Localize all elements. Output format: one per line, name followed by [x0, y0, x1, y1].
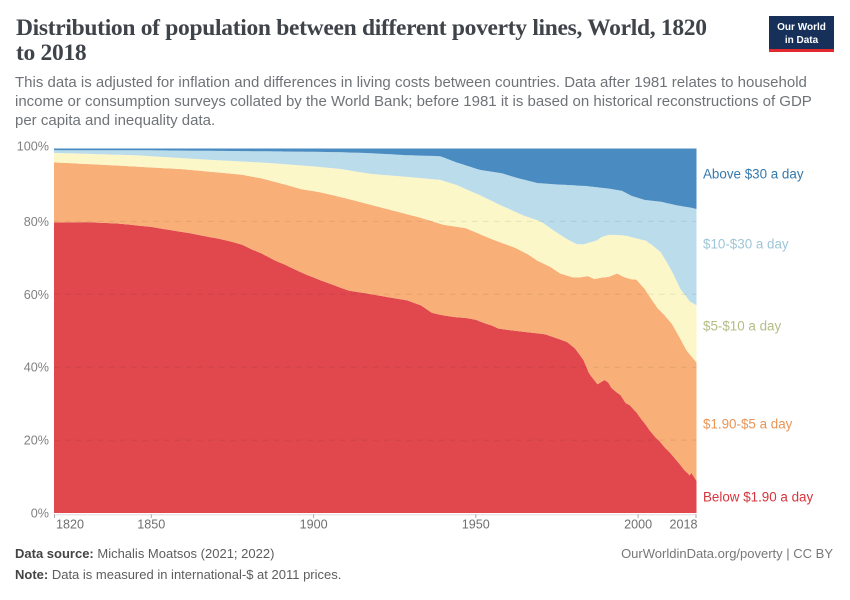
svg-text:Above $30 a day: Above $30 a day	[703, 167, 804, 182]
svg-text:0%: 0%	[31, 507, 49, 521]
svg-text:2000: 2000	[624, 518, 652, 532]
svg-text:2018: 2018	[669, 518, 697, 532]
svg-text:20%: 20%	[24, 434, 49, 448]
svg-text:60%: 60%	[24, 288, 49, 302]
svg-text:$10-$30 a day: $10-$30 a day	[703, 237, 789, 252]
svg-text:1850: 1850	[137, 518, 165, 532]
svg-text:$1.90-$5 a day: $1.90-$5 a day	[703, 417, 793, 432]
svg-text:40%: 40%	[24, 361, 49, 375]
svg-text:100%: 100%	[17, 140, 49, 154]
svg-text:1820: 1820	[56, 518, 84, 532]
svg-text:1950: 1950	[462, 518, 490, 532]
svg-text:80%: 80%	[24, 215, 49, 229]
svg-text:Below $1.90 a day: Below $1.90 a day	[703, 490, 813, 505]
svg-text:$5-$10 a day: $5-$10 a day	[703, 319, 781, 334]
svg-text:1900: 1900	[300, 518, 328, 532]
